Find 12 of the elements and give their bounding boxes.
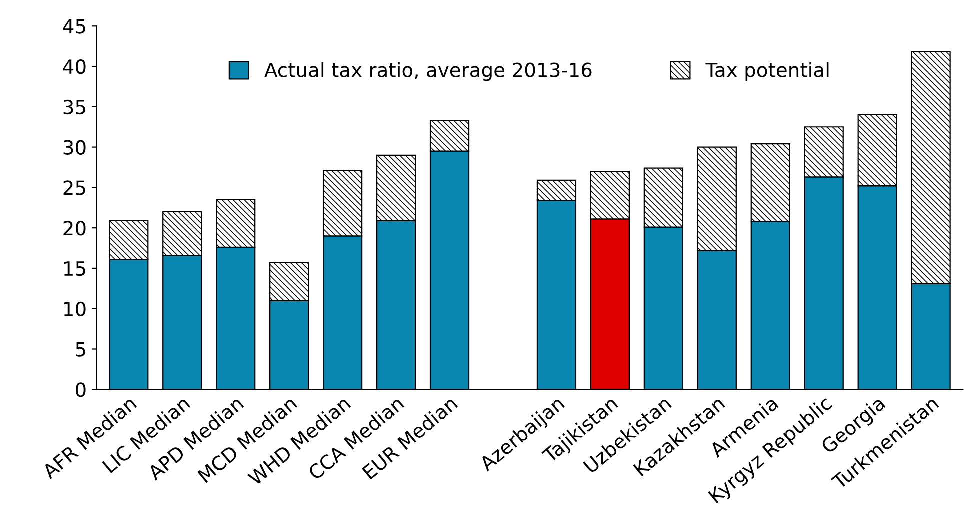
y-tick-label: 15 (64, 262, 86, 276)
y-tick-label: 5 (76, 342, 86, 357)
y-tick-label: 25 (64, 180, 86, 196)
y-tick-label: 0 (76, 382, 86, 398)
y-tick-label: 10 (64, 302, 86, 317)
y-tick-label: 45 (63, 19, 86, 34)
legend-label: Tax potential (706, 62, 829, 82)
y-tick-label: 20 (64, 221, 86, 236)
legend-label: Actual tax ratio, average 2013-16 (264, 62, 592, 82)
y-tick-label: 40 (63, 59, 86, 74)
y-tick-label: 30 (64, 140, 86, 155)
y-tick-label: 35 (64, 100, 86, 115)
